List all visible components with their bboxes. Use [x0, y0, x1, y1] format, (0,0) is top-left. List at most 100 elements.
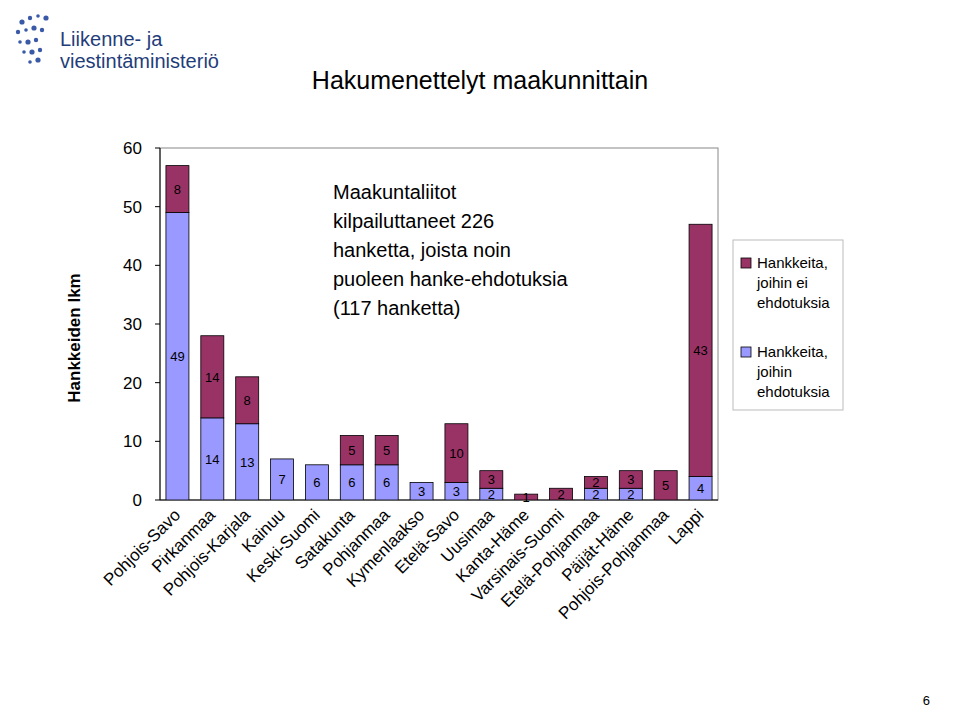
data-label: 6: [383, 475, 390, 490]
bar-segment: [201, 336, 224, 418]
x-tick-label: Pohjois-Pohjanmaa: [555, 505, 673, 623]
data-label: 3: [418, 484, 425, 499]
y-tick-label: 10: [123, 432, 142, 451]
bar-segment: [201, 418, 224, 500]
data-label: 5: [662, 478, 669, 493]
logo-dot: [36, 14, 40, 18]
data-label: 5: [348, 443, 355, 458]
data-label: 1: [523, 490, 530, 505]
legend-line: joihin: [756, 363, 792, 380]
data-label: 2: [557, 487, 564, 502]
data-label: 13: [240, 455, 254, 470]
y-tick-label: 50: [123, 198, 142, 217]
bar-segment: [305, 465, 328, 500]
logo-dot: [35, 57, 40, 62]
logo-dot: [43, 15, 48, 20]
y-tick: [155, 500, 160, 501]
legend-line: joihin ei: [756, 274, 808, 291]
logo-dot: [16, 30, 20, 34]
data-label: 2: [488, 487, 495, 502]
bar-segment: [689, 224, 712, 476]
logo-dot: [22, 50, 26, 54]
data-label: 6: [313, 475, 320, 490]
legend-label: Hankkeita, joihin ei ehdotuksia: [756, 254, 830, 311]
data-label: 49: [170, 349, 184, 364]
annotation: Maakuntaliitot: [333, 181, 457, 203]
data-label: 3: [453, 484, 460, 499]
data-label: 7: [278, 472, 285, 487]
logo-text: viestintäministeriö: [60, 50, 219, 72]
data-label: 6: [348, 475, 355, 490]
plot-frame: [160, 148, 718, 500]
logo-dot: [19, 19, 24, 24]
y-tick: [155, 441, 160, 442]
bar-segment: [445, 424, 468, 483]
data-label: 10: [449, 446, 463, 461]
data-label: 2: [627, 487, 634, 502]
data-label: 8: [244, 393, 251, 408]
x-tick-label: Lappi: [665, 505, 708, 548]
legend-line: ehdotuksia: [757, 383, 830, 400]
logo-dot: [25, 39, 30, 44]
chart: Liikenne- javiestintäministeriö Hakumenet…: [0, 0, 960, 719]
annotation: puoleen hanke-ehdotuksia: [333, 268, 569, 290]
data-label: 3: [627, 472, 634, 487]
legend-line: ehdotuksia: [757, 294, 830, 311]
legend: Hankkeita, joihin ei ehdotuksia Hankkeita, j…: [733, 240, 843, 410]
legend-label: Hankkeita, joihin ehdotuksia: [756, 343, 830, 400]
logo-dot: [24, 28, 28, 32]
bar-segment: [271, 459, 294, 500]
y-tick: [155, 324, 160, 325]
logo-text: Liikenne- ja: [60, 28, 163, 50]
logo-dot: [28, 60, 32, 64]
bar-segment: [166, 166, 189, 213]
bar-segment: [410, 482, 433, 500]
y-tick-label: 0: [133, 491, 142, 510]
legend-swatch: [741, 258, 751, 268]
bar-segment: [480, 471, 503, 489]
y-tick-label: 20: [123, 374, 142, 393]
legend-line: Hankkeita,: [757, 254, 828, 271]
bar-segment: [236, 377, 259, 424]
y-axis-label: Hankkeiden lkm: [65, 273, 84, 402]
annotation: kilpailuttaneet 226: [333, 210, 494, 232]
bar-segment: [689, 477, 712, 500]
data-label: 2: [592, 475, 599, 490]
title: Hakumenettelyt maakunnittain: [312, 66, 648, 94]
logo-dot: [28, 16, 32, 20]
bars: [166, 166, 712, 500]
legend-line: Hankkeita,: [757, 343, 828, 360]
y-tick: [155, 206, 160, 207]
logo-dot: [18, 40, 22, 44]
y-tick-label: 30: [123, 315, 142, 334]
bar-segment: [340, 435, 363, 464]
data-label: 14: [205, 370, 219, 385]
data-label: 43: [693, 343, 707, 358]
logo-dot: [34, 38, 38, 42]
annotation: hanketta, joista noin: [333, 239, 511, 261]
logo-dot: [38, 48, 42, 52]
data-label: 8: [174, 182, 181, 197]
data-label: 14: [205, 452, 219, 467]
y-tick: [155, 148, 160, 149]
bar-segment: [340, 465, 363, 500]
bar-segment: [375, 435, 398, 464]
page-number: 6: [923, 693, 930, 708]
bar-segment: [166, 213, 189, 500]
legend-box: [733, 240, 843, 410]
logo: Liikenne- javiestintäministeriö: [16, 14, 219, 72]
bar-segment: [375, 465, 398, 500]
y-tick: [155, 382, 160, 383]
bar-segment: [654, 471, 677, 500]
bar-segment: [236, 424, 259, 500]
data-label: 4: [697, 481, 704, 496]
data-label: 5: [383, 443, 390, 458]
bar-segment: [445, 482, 468, 500]
legend-swatch: [741, 347, 751, 357]
bar-segment: [619, 471, 642, 489]
annotation: (117 hanketta): [333, 297, 461, 319]
y-tick: [155, 265, 160, 266]
logo-dot: [40, 28, 44, 32]
x-tick-label: Pohjois-Karjala: [160, 505, 255, 600]
data-label: 3: [488, 472, 495, 487]
